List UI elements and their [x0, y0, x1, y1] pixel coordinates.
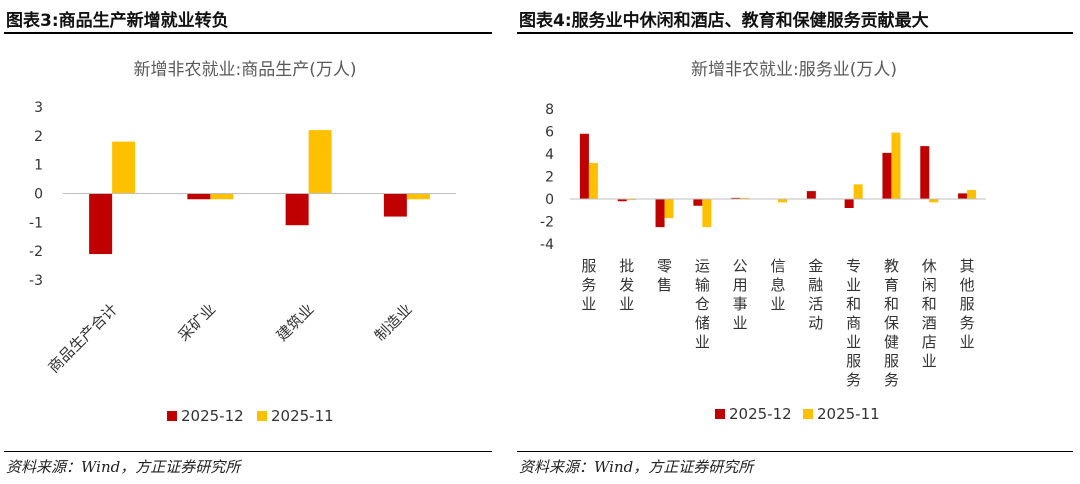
right-category-label: 其他服务业 — [960, 257, 975, 351]
right-category-label: 专业和商业服务 — [846, 257, 861, 389]
left-bar-2025-12-1 — [187, 193, 211, 200]
right-legend-swatch-1 — [803, 409, 813, 419]
right-top-rule — [517, 32, 1073, 34]
right-bar-2025-12-2 — [655, 199, 665, 228]
left-y-tick-label: 1 — [34, 158, 43, 174]
left-bar-2025-11-3 — [406, 193, 430, 200]
right-y-tick-label: -4 — [540, 237, 554, 253]
left-bar-2025-12-0 — [89, 193, 113, 255]
left-legend-label-1: 2025-11 — [271, 407, 334, 425]
left-y-tick-label: -1 — [29, 215, 43, 231]
right-bar-2025-12-10 — [958, 193, 968, 199]
left-bar-2025-12-2 — [285, 193, 309, 226]
right-bar-2025-11-8 — [891, 132, 901, 199]
right-legend-label-0: 2025-12 — [729, 405, 792, 423]
right-figure-panel: 图表4:服务业中休闲和酒店、教育和保健服务贡献最大 新增非农就业:服务业(万人)… — [513, 0, 1080, 484]
left-legend-swatch-0 — [167, 411, 177, 421]
right-legend-swatch-0 — [715, 409, 725, 419]
left-category-label: 建筑业 — [273, 300, 318, 345]
left-y-tick-label: 3 — [34, 100, 43, 116]
left-y-tick-label: -3 — [29, 273, 43, 289]
left-bar-2025-12-3 — [383, 193, 407, 217]
right-bar-2025-11-3 — [702, 199, 712, 228]
left-category-label: 制造业 — [371, 300, 416, 345]
left-legend-swatch-1 — [257, 411, 267, 421]
right-bar-2025-12-0 — [579, 133, 589, 199]
right-y-tick-label: 6 — [545, 125, 554, 141]
left-y-tick-label: 0 — [34, 187, 43, 203]
right-y-tick-label: -2 — [540, 215, 554, 231]
right-bar-2025-11-10 — [967, 190, 977, 199]
right-bar-2025-12-6 — [806, 191, 816, 199]
right-bar-2025-11-9 — [929, 199, 939, 203]
left-y-tick-label: 2 — [34, 129, 43, 145]
right-bar-2025-12-4 — [731, 197, 741, 199]
right-y-tick-label: 0 — [545, 192, 554, 208]
right-figure-title: 图表4:服务业中休闲和酒店、教育和保健服务贡献最大 — [519, 11, 929, 31]
left-y-tick-label: -2 — [29, 244, 43, 260]
right-chart: 新增非农就业:服务业(万人) 8 6 4 2 0 -2 -4 服务业 批发业 零售 运输仓储业 公用事业… — [540, 60, 986, 423]
right-bar-2025-11-1 — [626, 199, 636, 201]
left-figure-panel: 图表3:商品生产新增就业转负 新增非农就业:商品生产(万人) 3 2 1 0 -1 -2 -3… — [0, 0, 500, 484]
right-category-label: 零售 — [657, 257, 672, 294]
right-y-tick-label: 4 — [545, 147, 554, 163]
right-bar-2025-11-7 — [853, 184, 863, 199]
right-bar-2025-12-1 — [617, 199, 627, 202]
right-category-label: 金融活动 — [808, 257, 823, 332]
right-bottom-rule — [517, 451, 1073, 452]
right-y-tick-label: 2 — [545, 170, 554, 186]
left-figure-title: 图表3:商品生产新增就业转负 — [6, 11, 229, 31]
right-category-label: 教育和保健服务 — [884, 257, 899, 389]
right-bar-2025-11-4 — [740, 197, 750, 199]
right-bar-2025-12-8 — [882, 152, 892, 199]
right-bar-2025-11-2 — [664, 199, 674, 219]
right-bar-2025-11-5 — [778, 199, 787, 203]
left-legend-label-0: 2025-12 — [181, 407, 244, 425]
right-category-label: 服务业 — [581, 257, 596, 313]
left-bottom-rule — [4, 451, 492, 452]
right-source-note: 资料来源：Wind，方正证券研究所 — [519, 458, 754, 476]
left-category-label: 商品生产合计 — [45, 300, 121, 376]
right-category-label: 信息业 — [770, 257, 785, 313]
right-y-tick-label: 8 — [545, 102, 554, 118]
right-bar-2025-11-0 — [588, 163, 598, 199]
left-source-note: 资料来源：Wind，方正证券研究所 — [6, 458, 241, 476]
right-chart-title: 新增非农就业:服务业(万人) — [691, 60, 897, 80]
left-top-rule — [4, 32, 492, 34]
left-bar-2025-11-0 — [112, 141, 136, 194]
left-chart-title: 新增非农就业:商品生产(万人) — [134, 60, 357, 80]
right-bar-2025-12-7 — [844, 199, 854, 208]
right-category-label: 运输仓储业 — [695, 257, 710, 351]
right-category-label: 批发业 — [619, 257, 634, 313]
right-category-label: 休闲和酒店业 — [922, 257, 937, 370]
right-category-label: 公用事业 — [733, 257, 748, 332]
left-category-label: 采矿业 — [175, 300, 220, 345]
right-bar-2025-12-3 — [693, 199, 703, 206]
left-bar-2025-11-1 — [210, 193, 234, 200]
right-bar-2025-12-9 — [920, 146, 930, 199]
right-legend-label-1: 2025-11 — [817, 405, 880, 423]
left-bar-2025-11-2 — [308, 130, 332, 194]
